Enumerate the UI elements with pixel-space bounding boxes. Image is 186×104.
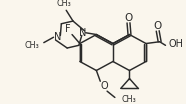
Text: O: O bbox=[124, 13, 133, 23]
Text: F: F bbox=[65, 24, 71, 34]
Text: CH₃: CH₃ bbox=[57, 0, 72, 9]
Text: O: O bbox=[100, 81, 108, 91]
Text: CH₃: CH₃ bbox=[122, 95, 137, 104]
Text: OH: OH bbox=[168, 39, 183, 49]
Text: N: N bbox=[79, 28, 86, 38]
Text: O: O bbox=[154, 21, 162, 31]
Text: N: N bbox=[54, 32, 61, 42]
Text: CH₃: CH₃ bbox=[24, 41, 39, 50]
